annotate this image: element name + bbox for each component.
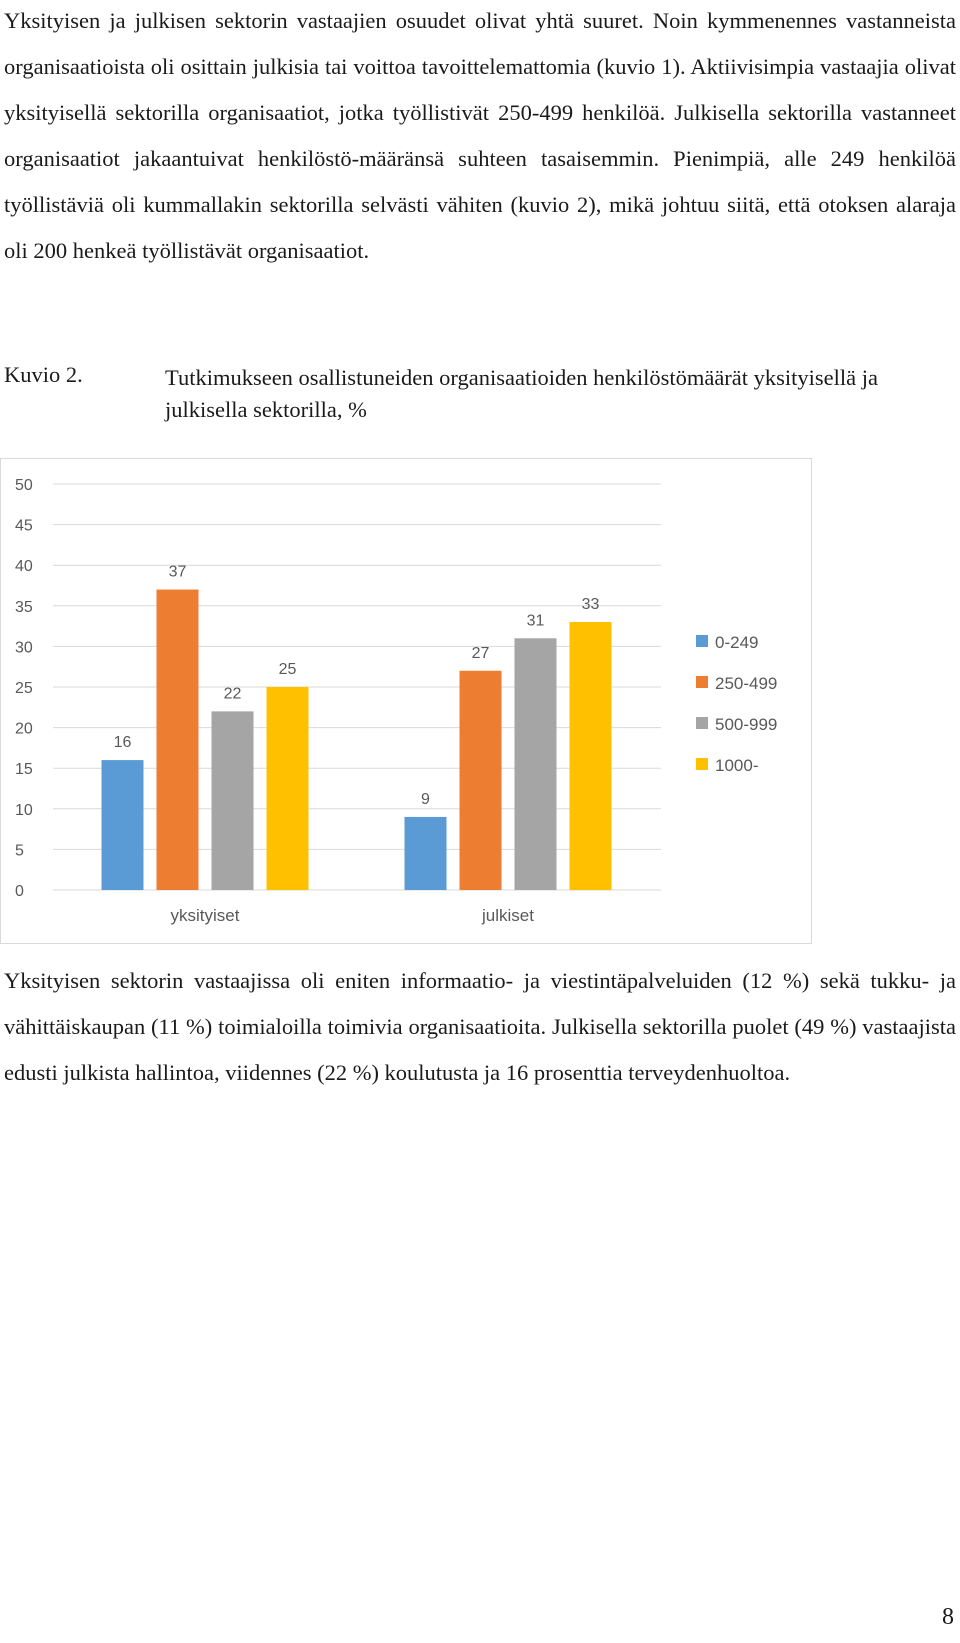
y-tick-label-5: 5 [15,842,24,859]
y-tick-label-10: 10 [15,802,33,819]
page-number: 8 [942,1604,954,1630]
y-tick-label-30: 30 [15,639,33,656]
y-tick-label-40: 40 [15,558,33,575]
bar-yksityiset-500-999 [211,711,254,890]
data-label-julkiset-250-499: 27 [472,645,490,662]
data-label-yksityiset-250-499: 37 [169,564,187,581]
data-label-julkiset-0-249: 9 [421,791,430,808]
category-label-yksityiset: yksityiset [171,906,240,925]
data-label-yksityiset-0-249: 16 [114,734,132,751]
bar-julkiset-1000- [569,622,612,890]
data-label-yksityiset-500-999: 22 [224,685,242,702]
bar-yksityiset-250-499 [156,589,199,890]
legend-label-500-999: 500-999 [715,715,777,734]
y-tick-label-25: 25 [15,680,33,697]
bar-yksityiset-0-249 [101,760,144,890]
legend-label-250-499: 250-499 [715,674,777,693]
y-tick-label-15: 15 [15,761,33,778]
data-label-julkiset-1000-: 33 [582,596,600,613]
legend-swatch-0-249 [696,635,708,647]
legend-label-0-249: 0-249 [715,633,758,652]
y-tick-label-35: 35 [15,599,33,616]
legend-swatch-500-999 [696,717,708,729]
bar-julkiset-500-999 [514,638,557,890]
y-tick-label-50: 50 [15,477,33,494]
body-paragraph-intro: Yksityisen ja julkisen sektorin vastaaji… [4,8,956,263]
category-label-julkiset: julkiset [481,906,534,925]
bar-julkiset-250-499 [459,670,502,890]
legend-swatch-250-499 [696,676,708,688]
chart-frame: 0 5 10 15 20 25 30 35 40 45 50 16 37 22 25 yksityiset 9 2… [0,458,812,944]
data-label-julkiset-500-999: 31 [527,612,545,629]
y-tick-label-0: 0 [15,883,24,900]
bar-chart: 0 5 10 15 20 25 30 35 40 45 50 16 37 22 25 yksityiset 9 2… [15,477,777,925]
body-paragraph-industries: Yksityisen sektorin vastaajissa oli enit… [4,968,956,1085]
legend-swatch-1000- [696,758,708,770]
y-tick-label-20: 20 [15,721,33,738]
figure-caption-label: Kuvio 2. [4,362,83,387]
figure-caption-text: Tutkimukseen osallistuneiden organisaati… [165,365,879,422]
bar-julkiset-0-249 [404,816,447,890]
data-label-yksityiset-1000-: 25 [279,661,297,678]
y-tick-label-45: 45 [15,518,33,535]
bar-yksityiset-1000- [266,687,309,890]
legend-label-1000-: 1000- [715,756,758,775]
